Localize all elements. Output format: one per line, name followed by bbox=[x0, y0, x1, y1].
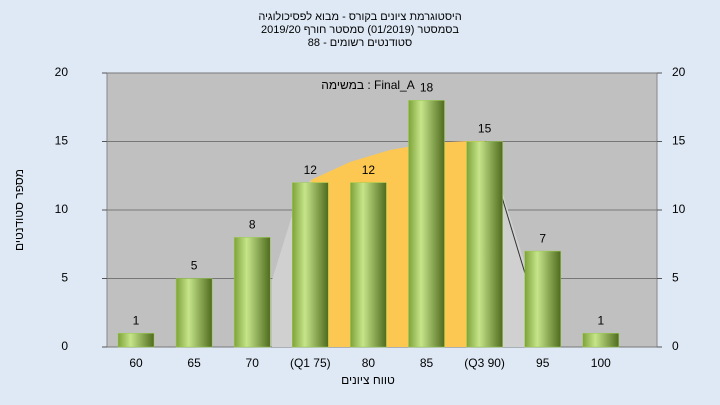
x-tick-label: 70 bbox=[246, 356, 260, 370]
y-axis-label: מספר סטודנטים bbox=[12, 169, 26, 251]
x-tick-label: (Q1 75) bbox=[290, 356, 331, 370]
value-label: 1 bbox=[597, 313, 604, 327]
x-tick-label: 95 bbox=[536, 356, 550, 370]
bar bbox=[582, 333, 620, 348]
x-tick-label: 100 bbox=[591, 356, 611, 370]
x-tick-label: 65 bbox=[187, 356, 201, 370]
bar bbox=[292, 182, 329, 348]
value-label: 15 bbox=[478, 122, 492, 136]
x-axis-label: טווח ציונים bbox=[341, 373, 395, 387]
bar bbox=[350, 182, 387, 348]
bar bbox=[233, 237, 271, 348]
bar bbox=[524, 250, 561, 348]
y-tick-label: 10 bbox=[55, 202, 69, 216]
value-label: 18 bbox=[420, 81, 434, 95]
value-label: 8 bbox=[249, 218, 256, 232]
y2-tick-label: 15 bbox=[672, 134, 686, 148]
x-tick-label: 80 bbox=[362, 356, 376, 370]
bar bbox=[466, 141, 503, 348]
value-label: 1 bbox=[133, 313, 140, 327]
y2-tick-label: 5 bbox=[672, 271, 679, 285]
x-tick-label: 60 bbox=[129, 356, 143, 370]
x-tick-label: (Q3 90) bbox=[464, 356, 505, 370]
bar bbox=[175, 278, 213, 348]
bar bbox=[408, 100, 445, 348]
y2-tick-label: 0 bbox=[672, 339, 679, 353]
value-label: 7 bbox=[539, 231, 546, 245]
value-label: 12 bbox=[362, 163, 376, 177]
x-tick-label: 85 bbox=[420, 356, 434, 370]
value-label: 5 bbox=[191, 259, 198, 273]
title-line: היסטוגרמת ציונים בקורס - מבוא לפסיכולוגי… bbox=[258, 10, 461, 23]
iqr-area bbox=[311, 141, 485, 347]
y2-tick-label: 10 bbox=[672, 202, 686, 216]
value-label: 12 bbox=[304, 163, 318, 177]
title-line: בסמסטר (01/2019) סמסטר חורף 2019/20 bbox=[261, 24, 459, 36]
title-line: סטודנטים רשומים - 88 bbox=[308, 37, 412, 49]
annotation: במשימה : Final_A bbox=[321, 78, 415, 92]
y-tick-label: 15 bbox=[55, 134, 69, 148]
y-tick-label: 5 bbox=[61, 271, 68, 285]
y2-tick-label: 20 bbox=[672, 65, 686, 79]
y-tick-label: 0 bbox=[61, 339, 68, 353]
bar bbox=[117, 333, 155, 348]
y-tick-label: 20 bbox=[55, 65, 69, 79]
